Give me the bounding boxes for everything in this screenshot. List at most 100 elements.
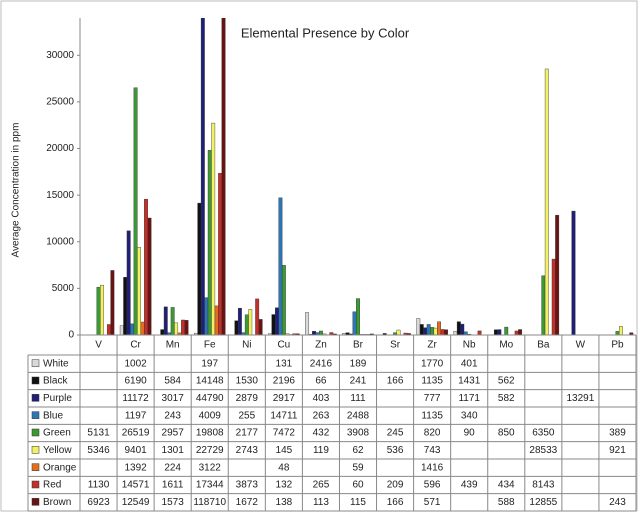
table-value: 48: [278, 462, 290, 473]
bar: [244, 314, 249, 335]
bar: [444, 329, 448, 335]
legend-label: Green: [43, 428, 71, 439]
legend-label: Yellow: [43, 445, 72, 456]
table-value: 582: [498, 393, 515, 404]
y-tick-label: 25000: [46, 97, 74, 108]
table-value: 5346: [87, 445, 110, 456]
bar: [211, 122, 216, 335]
bar: [130, 323, 135, 335]
bar: [137, 247, 141, 335]
bar: [248, 309, 253, 335]
table-value: 166: [387, 497, 404, 508]
table-value: 1130: [88, 480, 110, 491]
y-tick-label: 10000: [46, 236, 74, 247]
table-value: 3873: [236, 480, 259, 491]
bar: [214, 305, 219, 335]
table-value: 1301: [162, 445, 185, 456]
x-tick-label: W: [576, 340, 586, 351]
table-value: 596: [424, 480, 441, 491]
bar: [453, 331, 458, 335]
legend-swatch: [31, 376, 40, 385]
legend-swatch: [31, 359, 40, 367]
bar: [218, 173, 223, 335]
table-value: 7472: [273, 428, 296, 439]
table-value: 432: [313, 428, 330, 439]
legend-label: Black: [43, 376, 68, 387]
table-value: 6190: [124, 376, 147, 387]
table-value: 5131: [87, 428, 110, 439]
legend-label: Brown: [43, 497, 71, 508]
table-value: 1530: [236, 376, 259, 387]
table-value: 2743: [236, 445, 259, 456]
table-value: 90: [464, 428, 476, 439]
bar: [332, 333, 337, 335]
table-value: 4009: [199, 410, 222, 421]
x-tick-label: Pb: [611, 340, 624, 351]
bar: [514, 330, 519, 335]
bar: [184, 320, 189, 335]
table-value: 113: [313, 497, 329, 508]
x-tick-label: Fe: [204, 340, 216, 351]
bar: [369, 333, 374, 335]
bar: [518, 329, 523, 335]
table-value: 119: [313, 445, 329, 456]
table-value: 131: [276, 358, 293, 369]
bar: [275, 307, 279, 335]
bar: [170, 307, 175, 335]
table-value: 255: [238, 410, 255, 421]
table-value: 2917: [273, 393, 296, 404]
bar: [204, 297, 209, 335]
bar: [544, 68, 549, 335]
table-value: 189: [350, 358, 367, 369]
y-tick-label: 5000: [52, 283, 75, 294]
y-tick-label: 15000: [46, 190, 74, 201]
table-value: 850: [498, 428, 515, 439]
table-value: 3908: [347, 428, 370, 439]
table-value: 8143: [532, 480, 555, 491]
bar: [258, 319, 263, 335]
table-value: 2196: [273, 376, 296, 387]
y-tick-label: 20000: [46, 143, 74, 154]
legend-swatch: [31, 394, 40, 402]
table-value: 1135: [421, 410, 443, 421]
table-value: 434: [498, 480, 515, 491]
table-value: 26519: [122, 428, 150, 439]
table-value: 13291: [566, 393, 594, 404]
table-value: 265: [313, 480, 330, 491]
table-value: 12549: [122, 497, 150, 508]
table-value: 2416: [310, 358, 333, 369]
legend-label: White: [43, 358, 69, 369]
bar: [119, 325, 124, 335]
table-value: 2879: [236, 393, 259, 404]
x-tick-label: Mo: [499, 340, 513, 351]
bar: [396, 329, 401, 335]
bar: [110, 270, 115, 335]
table-value: 132: [276, 480, 293, 491]
table-value: 209: [387, 480, 404, 491]
bar: [426, 324, 431, 335]
table-value: 2177: [236, 428, 259, 439]
table-value: 17344: [196, 480, 224, 491]
table-value: 28533: [529, 445, 557, 456]
legend-swatch: [31, 446, 40, 454]
bar: [163, 306, 168, 335]
legend-swatch: [31, 463, 40, 471]
bar: [615, 331, 620, 335]
table-value: 166: [387, 376, 404, 387]
y-tick-label: 0: [68, 330, 74, 341]
table-value: 2488: [347, 410, 370, 421]
table-value: 1770: [421, 358, 444, 369]
table-value: 14571: [122, 480, 150, 491]
table-value: 118710: [193, 497, 226, 508]
bar: [312, 331, 316, 335]
bar: [221, 18, 226, 335]
table-value: 1392: [124, 462, 147, 473]
bar: [541, 275, 546, 335]
bar: [319, 330, 323, 335]
bar: [497, 329, 502, 335]
bar: [271, 314, 276, 335]
table-value: 3122: [199, 462, 222, 473]
bar: [200, 18, 205, 335]
legend-label: Purple: [43, 393, 72, 404]
bar: [423, 327, 428, 335]
